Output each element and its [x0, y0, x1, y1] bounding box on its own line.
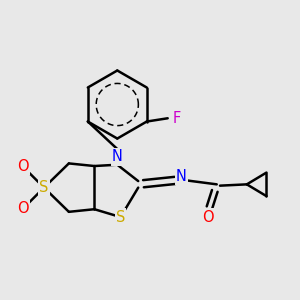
Text: N: N: [176, 169, 187, 184]
Text: S: S: [39, 180, 49, 195]
Text: N: N: [112, 149, 123, 164]
Text: O: O: [202, 210, 213, 225]
Text: O: O: [17, 201, 29, 216]
Text: O: O: [17, 159, 29, 174]
Text: F: F: [173, 111, 181, 126]
Text: S: S: [116, 210, 125, 225]
